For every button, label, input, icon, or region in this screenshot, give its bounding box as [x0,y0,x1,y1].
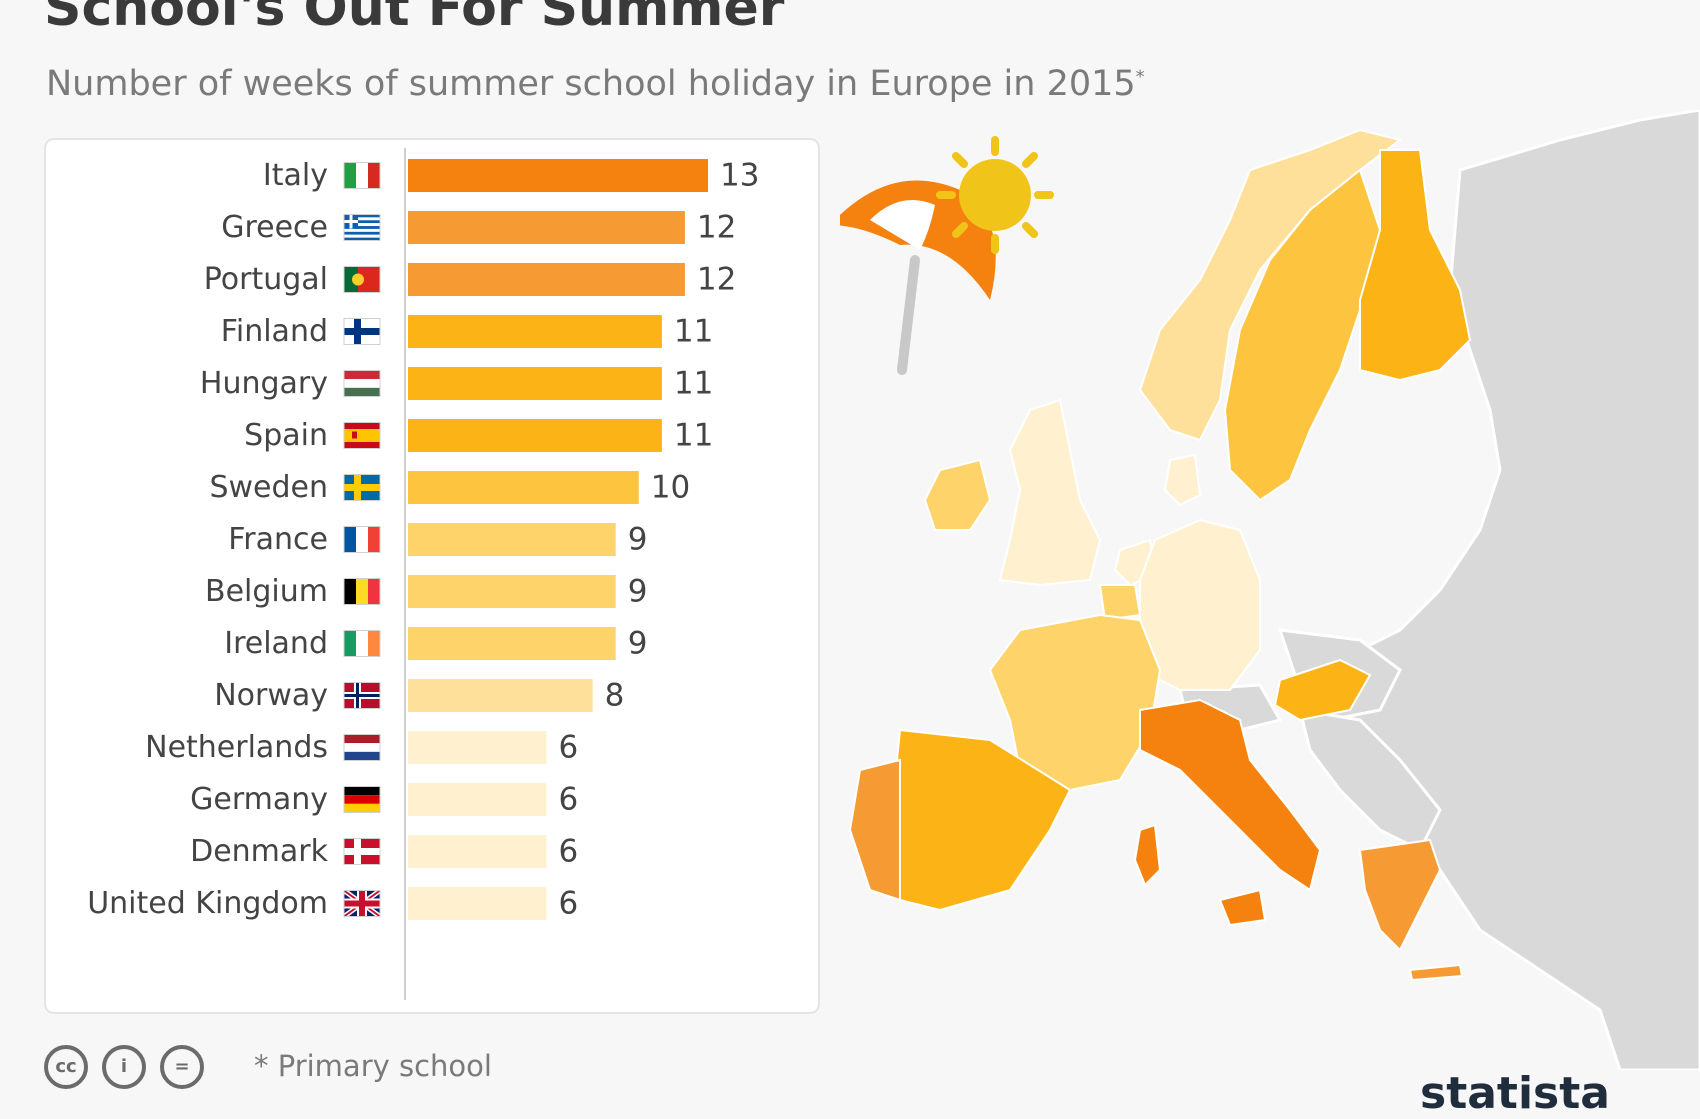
france-shape [988,613,1162,792]
bar [408,471,639,504]
belgium-flag-icon [343,578,381,605]
chart-title: School's Out For Summer [44,0,785,38]
value-label: 12 [697,210,736,246]
denmark-shape [1163,453,1202,507]
value-label: 6 [558,834,578,870]
norway-shape [1138,128,1403,442]
category-label: Norway [214,678,328,713]
bar [408,523,616,556]
finland-flag-icon [343,318,381,345]
bar [408,783,547,816]
europe-map [840,110,1700,1070]
category-label: Denmark [190,834,329,869]
value-label: 9 [628,626,648,662]
category-label: Ireland [224,626,328,661]
germany-shape [1139,518,1261,691]
footnote: * Primary school [254,1049,492,1083]
category-label: Spain [244,418,328,453]
nd-icon[interactable]: = [160,1045,204,1089]
bar [408,731,547,764]
bar [408,211,685,244]
category-label: Hungary [200,366,328,401]
cc-icon[interactable]: cc [44,1045,88,1089]
category-label: Sweden [209,470,328,505]
france-flag-icon [343,526,381,553]
bar [408,263,685,296]
finland-shape [1359,149,1472,382]
bar [408,575,616,608]
bar [408,835,547,868]
united-kingdom-shape [998,398,1102,587]
category-label: Greece [221,210,328,245]
value-label: 6 [558,886,578,922]
value-label: 11 [674,366,713,402]
bar-chart-panel: Italy 13 Greece 12 Portugal 12 Finland 11 Hungar… [44,138,820,1014]
bar [408,159,708,192]
value-label: 12 [697,262,736,298]
category-label: Germany [190,782,328,817]
category-label: Netherlands [145,730,328,765]
hungary-shape [1273,658,1372,722]
norway-flag-icon [343,682,381,709]
germany-flag-icon [343,786,381,813]
italy-flag-icon [343,162,381,189]
bar [408,367,662,400]
value-label: 10 [651,470,690,506]
by-icon[interactable]: i [102,1045,146,1089]
netherlands-flag-icon [343,734,381,761]
bar-chart: Italy 13 Greece 12 Portugal 12 Finland 11 Hungar… [87,148,759,1000]
subtitle-text: Number of weeks of summer school holiday… [46,64,1136,104]
statista-logo[interactable]: statista [1420,1068,1610,1119]
sweden-flag-icon [343,474,381,501]
umbrella-icon [840,180,996,375]
italy-shape [1139,698,1322,892]
bar [408,419,662,452]
spain-flag-icon [343,422,381,449]
category-label: Portugal [204,262,328,297]
category-label: United Kingdom [87,886,328,921]
value-label: 9 [628,522,648,558]
hungary-flag-icon [343,370,381,397]
bar [408,679,593,712]
ireland-flag-icon [343,630,381,657]
value-label: 6 [558,782,578,818]
value-label: 13 [720,158,759,194]
value-label: 11 [674,314,713,350]
sardinia-shape [1133,823,1162,887]
value-label: 9 [628,574,648,610]
bar [408,315,662,348]
greece-flag-icon [343,214,381,241]
value-label: 8 [605,678,625,714]
denmark-flag-icon [343,838,381,865]
value-label: 11 [674,418,713,454]
bar [408,627,616,660]
category-label: France [228,522,328,557]
sicily-shape [1218,888,1267,927]
crete-shape [1408,963,1464,982]
united-kingdom-flag-icon [342,888,382,919]
map-country-shapes [848,128,1472,982]
subtitle-asterisk: * [1135,66,1145,88]
bar [408,887,547,920]
category-label: Finland [221,314,328,349]
greece-shape [1358,838,1442,952]
ireland-shape [923,458,992,531]
chart-subtitle: Number of weeks of summer school holiday… [46,64,1145,104]
sun-icon [936,136,1054,254]
value-label: 6 [558,730,578,766]
category-label: Italy [263,158,328,193]
category-label: Belgium [205,574,328,609]
portugal-shape [848,758,901,902]
portugal-flag-icon [343,266,381,293]
